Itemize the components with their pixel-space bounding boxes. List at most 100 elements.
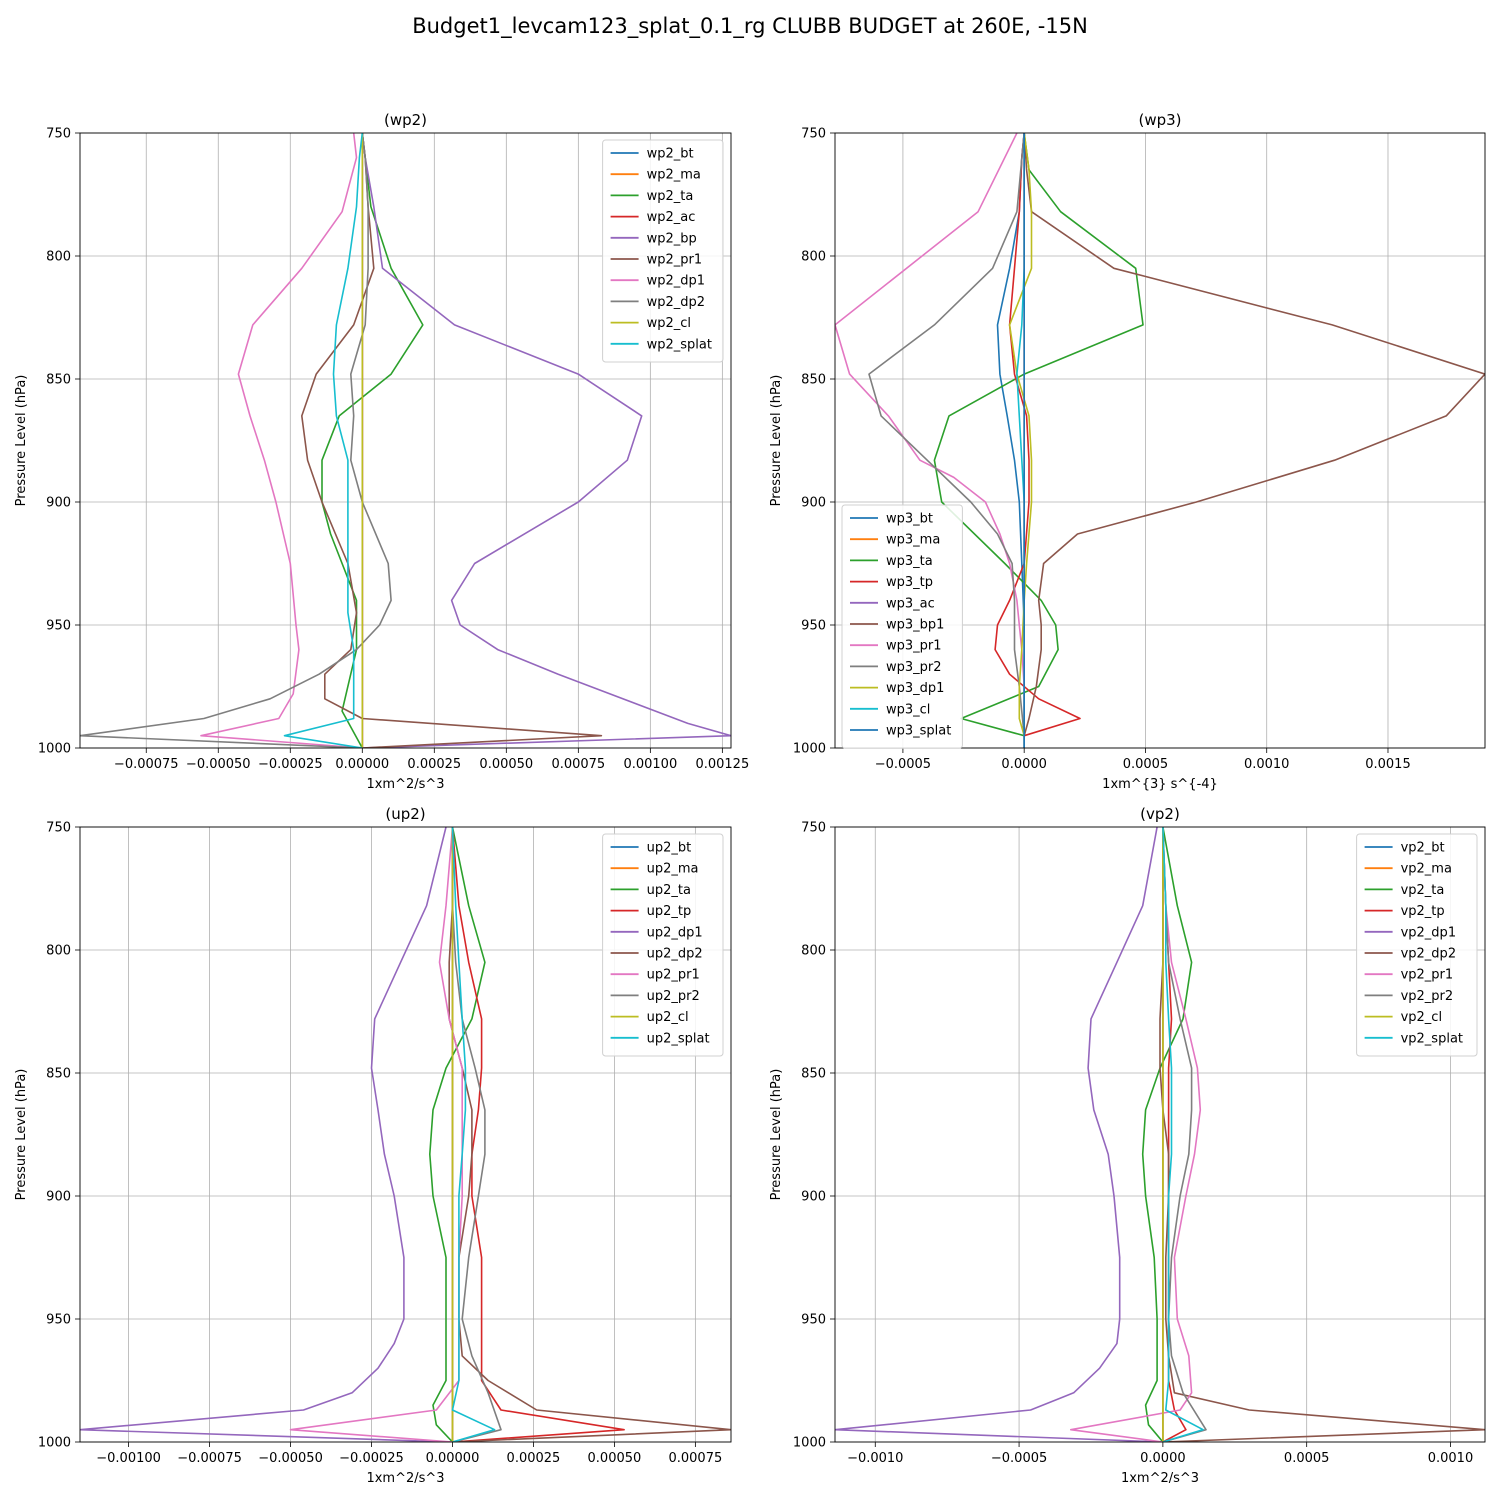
- legend-label-wp3_cl: wp3_cl: [886, 702, 930, 717]
- y-tick-label: 750: [46, 127, 71, 142]
- legend-label-up2_tp: up2_tp: [647, 904, 692, 919]
- series-line-vp2_dp1: [835, 827, 1163, 1442]
- panel-title: (up2): [385, 805, 425, 823]
- series-line-wp3_tp: [994, 133, 1081, 737]
- x-tick-label: 0.00100: [623, 757, 677, 772]
- series-line-wp2_dp1: [200, 133, 363, 748]
- y-tick-label: 950: [801, 1313, 826, 1328]
- panel-title: (vp2): [1140, 805, 1180, 823]
- x-tick-label: 0.00125: [695, 757, 749, 772]
- x-tick-label: −0.00100: [96, 1451, 161, 1466]
- y-tick-label: 850: [46, 373, 71, 388]
- legend-label-up2_ta: up2_ta: [647, 883, 691, 898]
- y-axis-label: Pressure Level (hPa): [14, 1069, 29, 1201]
- legend-label-vp2_tp: vp2_tp: [1401, 904, 1445, 919]
- chart-panel-0: −0.00075 −0.00050 −0.00025 0.00000 0.00025 0.…: [14, 111, 749, 792]
- x-tick-label: −0.00075: [177, 1451, 242, 1466]
- x-tick-label: 0.00025: [507, 1451, 561, 1466]
- x-axis-label: 1xm^2/s^3: [366, 1471, 444, 1486]
- legend-label-vp2_ta: vp2_ta: [1401, 883, 1445, 898]
- x-axis-label: 1xm^{3} s^{-4}: [1102, 777, 1218, 792]
- series-line-up2_splat: [451, 827, 496, 1442]
- plot-frame: [79, 132, 732, 749]
- legend-label-vp2_cl: vp2_cl: [1401, 1010, 1442, 1025]
- y-tick-label: 900: [801, 1190, 826, 1205]
- x-tick-label: 0.00075: [551, 757, 605, 772]
- x-tick-label: −0.0010: [847, 1451, 903, 1466]
- legend-label-up2_ma: up2_ma: [647, 862, 699, 877]
- y-tick-label: 850: [801, 1067, 826, 1082]
- legend: wp2_bt wp2_ma wp2_ta wp2_ac wp2_bp wp2_pr1 wp2…: [602, 139, 724, 363]
- y-tick-label: 1000: [793, 1436, 826, 1451]
- series-line-wp3_pr1: [835, 133, 1025, 736]
- legend-label-wp3_ac: wp3_ac: [886, 596, 935, 611]
- x-tick-label: 0.00050: [479, 757, 533, 772]
- legend-label-wp3_tp: wp3_tp: [886, 575, 933, 590]
- x-axis-label: 1xm^2/s^3: [1121, 1471, 1199, 1486]
- legend-label-vp2_splat: vp2_splat: [1401, 1031, 1463, 1046]
- series-line-vp2_ta: [1141, 827, 1193, 1442]
- y-tick-label: 950: [801, 619, 826, 634]
- y-tick-label: 750: [801, 821, 826, 836]
- legend-label-wp3_dp1: wp3_dp1: [886, 681, 944, 696]
- y-tick-label: 800: [46, 944, 71, 959]
- plot-frame: [834, 132, 1486, 749]
- x-tick-label: 0.0015: [1365, 757, 1411, 772]
- legend-label-wp3_pr2: wp3_pr2: [886, 660, 942, 675]
- series-line-up2_dp2: [448, 827, 731, 1442]
- legend-label-wp3_ta: wp3_ta: [886, 554, 933, 569]
- legend-label-up2_bt: up2_bt: [647, 841, 692, 856]
- chart-panel-1: −0.0005 0.0000 0.0005 0.0010 0.0015 750 800 850…: [769, 111, 1486, 792]
- x-tick-label: 0.00000: [426, 1451, 480, 1466]
- x-tick-label: −0.0005: [875, 757, 931, 772]
- legend-label-wp2_bp: wp2_bp: [647, 231, 697, 246]
- y-tick-label: 850: [46, 1067, 71, 1082]
- series-line-vp2_pr1: [1070, 827, 1202, 1442]
- legend-label-vp2_ma: vp2_ma: [1401, 862, 1452, 877]
- legend-label-vp2_pr1: vp2_pr1: [1401, 968, 1454, 983]
- legend-label-up2_dp1: up2_dp1: [647, 925, 703, 940]
- legend-label-wp3_bp1: wp3_bp1: [886, 618, 944, 633]
- x-axis-label: 1xm^2/s^3: [366, 777, 444, 792]
- chart-panel-3: −0.0010 −0.0005 0.0000 0.0005 0.0010 750 800 85…: [769, 805, 1486, 1486]
- y-axis-label: Pressure Level (hPa): [14, 375, 29, 507]
- x-tick-label: −0.00075: [114, 757, 179, 772]
- series-line-vp2_pr2: [1162, 827, 1207, 1442]
- x-tick-label: 0.00050: [588, 1451, 642, 1466]
- legend-label-vp2_bt: vp2_bt: [1401, 841, 1445, 856]
- legend-label-wp2_pr1: wp2_pr1: [647, 253, 703, 268]
- legend-label-wp2_bt: wp2_bt: [647, 147, 694, 162]
- series-line-vp2_splat: [1162, 827, 1204, 1442]
- x-tick-label: 0.0010: [1244, 757, 1290, 772]
- y-tick-label: 900: [46, 1190, 71, 1205]
- series-line-wp3_ta: [933, 133, 1144, 737]
- y-axis-label: Pressure Level (hPa): [769, 375, 784, 507]
- legend-label-wp2_dp1: wp2_dp1: [647, 274, 705, 289]
- x-tick-label: 0.0000: [1140, 1451, 1186, 1466]
- x-tick-label: −0.00025: [258, 757, 323, 772]
- legend-label-wp3_splat: wp3_splat: [886, 724, 951, 739]
- series-line-wp2_pr1: [300, 133, 603, 748]
- legend-label-up2_dp2: up2_dp2: [647, 947, 703, 962]
- plot-frame: [834, 826, 1486, 1443]
- legend-label-wp2_ma: wp2_ma: [647, 168, 701, 183]
- y-tick-label: 800: [801, 250, 826, 265]
- series-line-up2_pr2: [451, 827, 502, 1442]
- y-tick-label: 900: [46, 496, 71, 511]
- series-line-wp3_bp1: [1023, 133, 1485, 736]
- legend-label-wp2_dp2: wp2_dp2: [647, 295, 705, 310]
- legend-label-wp2_splat: wp2_splat: [647, 337, 712, 352]
- legend: up2_bt up2_ma up2_ta up2_tp up2_dp1 up2_dp2up…: [602, 833, 724, 1057]
- x-tick-label: 0.0010: [1428, 1451, 1474, 1466]
- legend-label-wp2_ac: wp2_ac: [647, 210, 696, 225]
- y-tick-label: 750: [801, 127, 826, 142]
- x-tick-label: −0.00025: [339, 1451, 404, 1466]
- legend-label-wp2_cl: wp2_cl: [647, 316, 691, 331]
- legend: wp3_bt wp3_ma wp3_ta wp3_tp wp3_ac wp3_bp1 wp3…: [841, 504, 963, 749]
- legend-label-vp2_dp2: vp2_dp2: [1401, 947, 1457, 962]
- legend-label-wp2_ta: wp2_ta: [647, 189, 694, 204]
- x-tick-label: −0.00050: [186, 757, 251, 772]
- plot-frame: [79, 826, 732, 1443]
- y-tick-label: 850: [801, 373, 826, 388]
